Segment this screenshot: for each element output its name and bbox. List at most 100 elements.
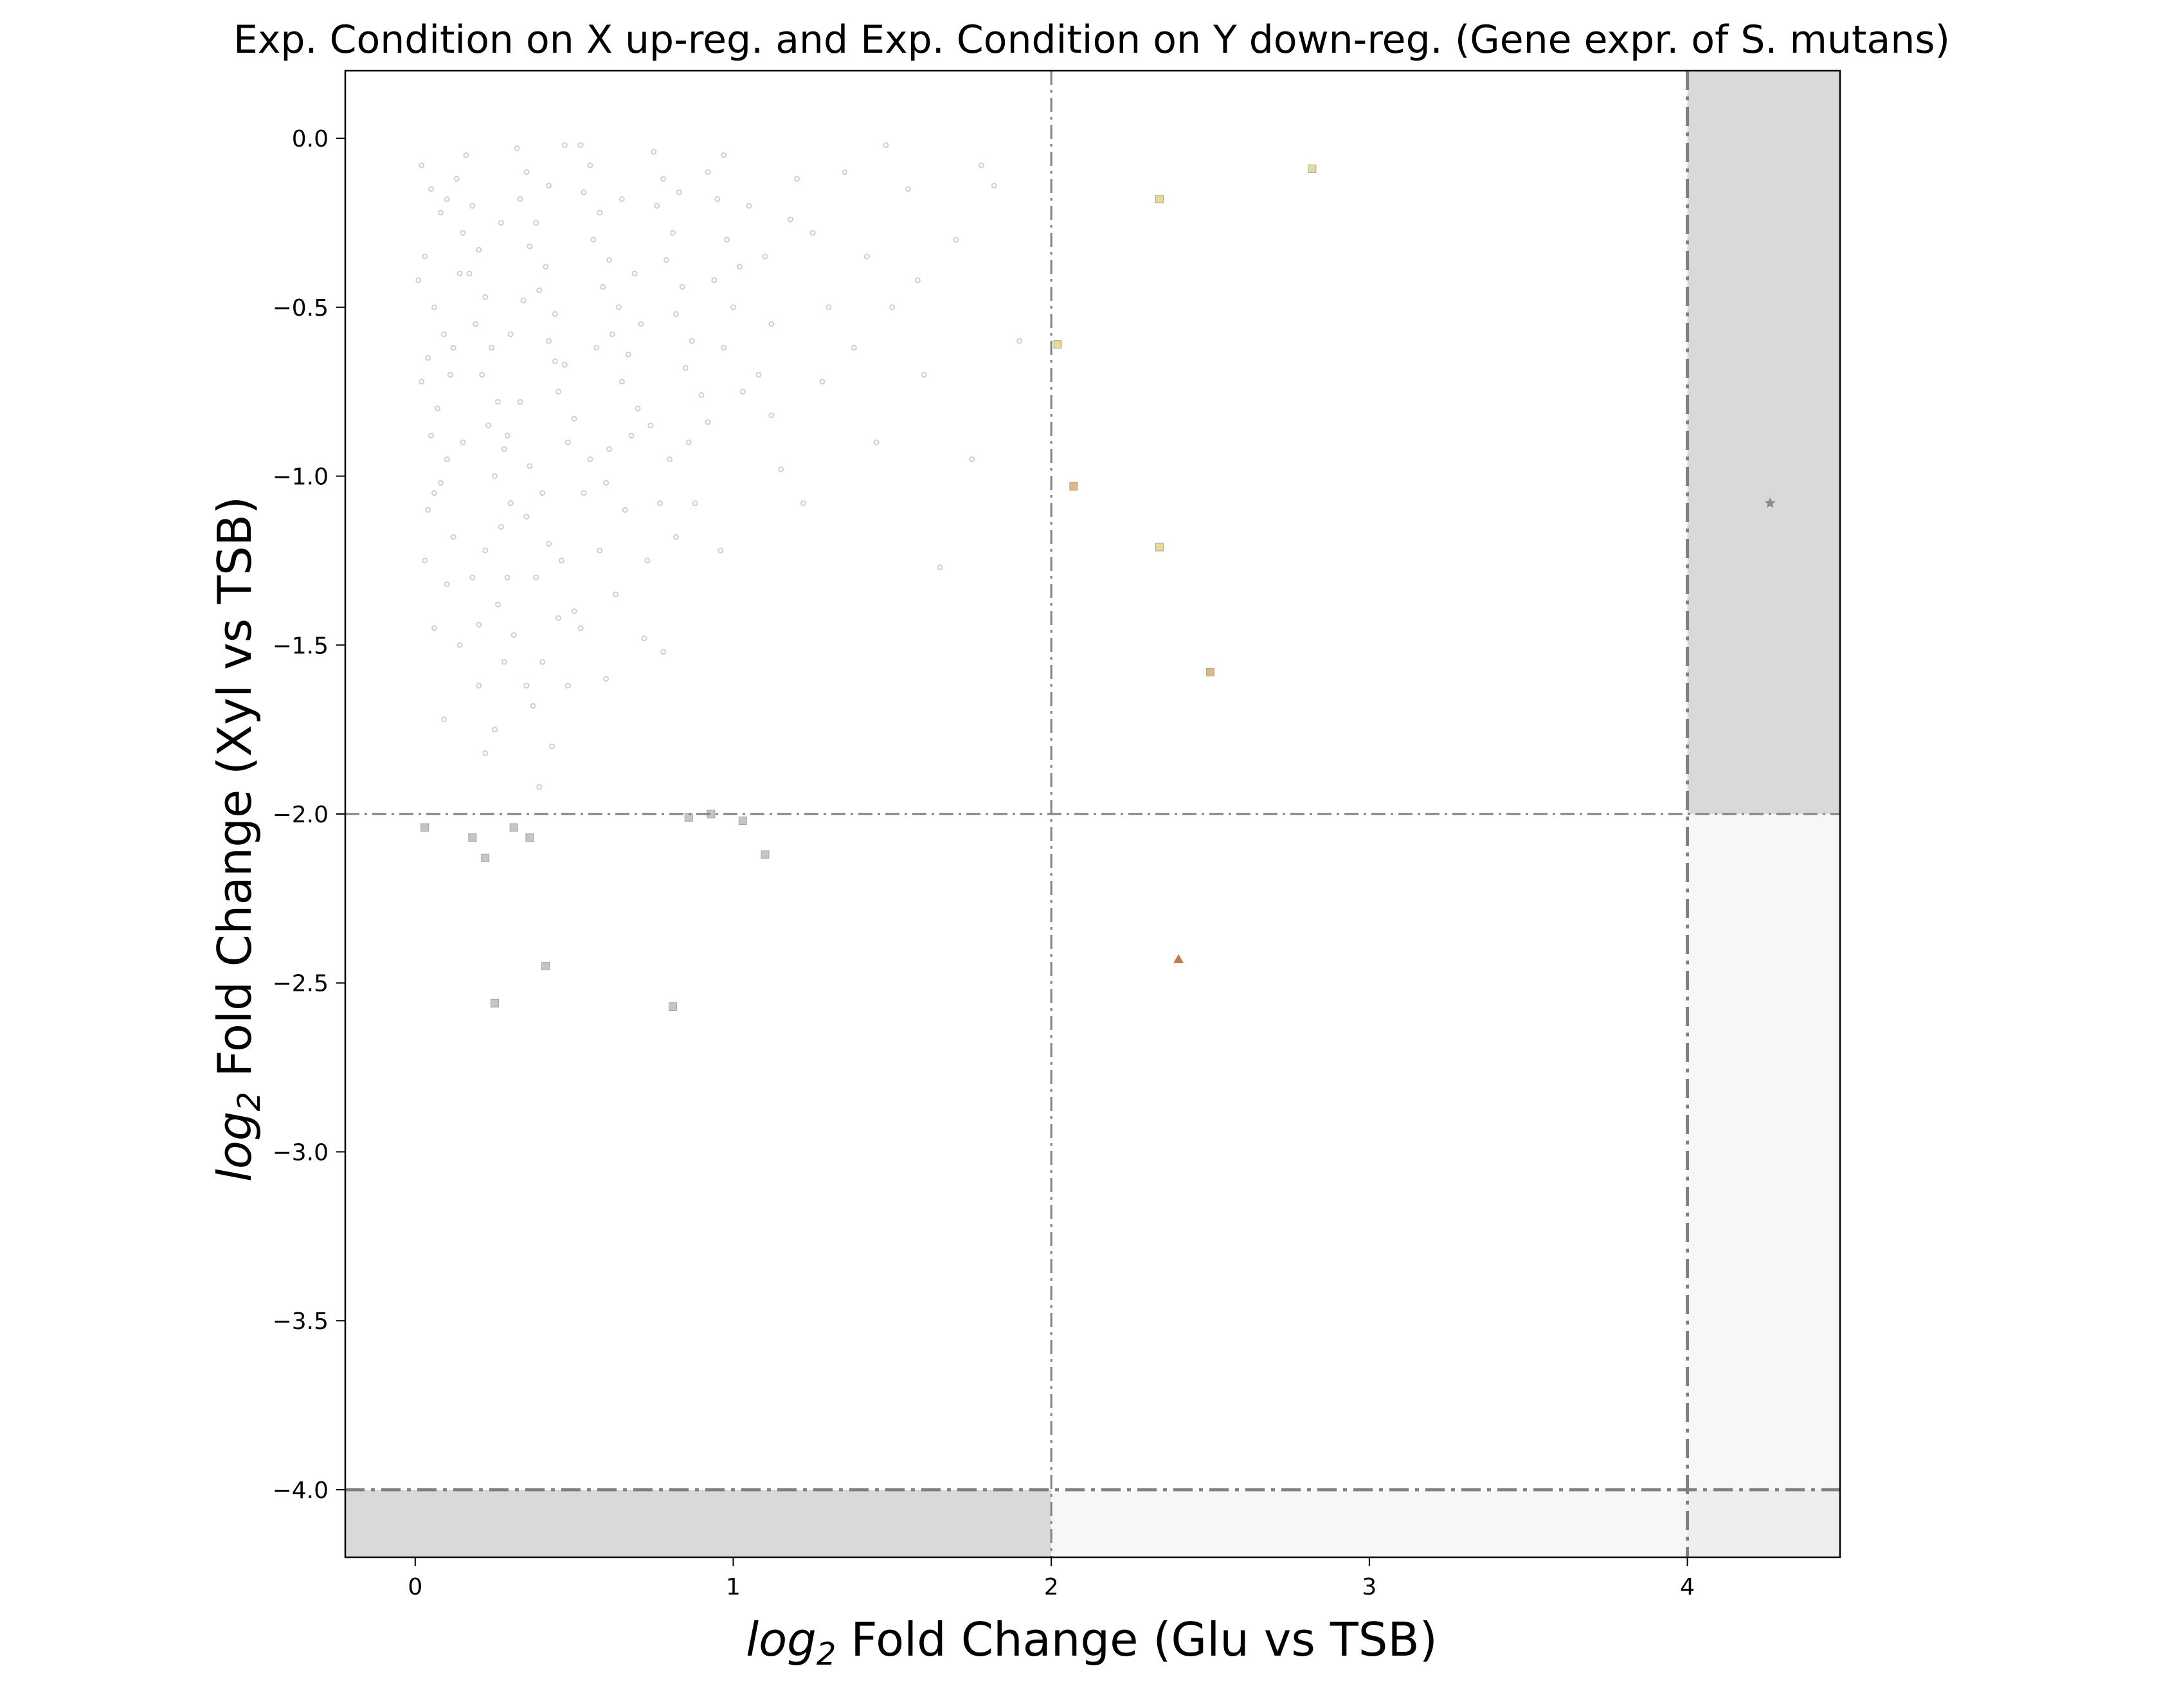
data-point-0-45 [523, 169, 530, 176]
data-point-0-69 [587, 162, 593, 168]
data-point-0-31 [485, 422, 492, 429]
data-point-0-15 [422, 557, 428, 564]
data-point-0-11 [444, 456, 450, 462]
data-point-2-3 [1155, 543, 1164, 552]
data-point-0-83 [622, 507, 628, 513]
data-point-0-73 [606, 257, 613, 263]
y-tick-label-0: 0.0 [292, 126, 329, 152]
data-point-0-109 [717, 547, 724, 554]
data-point-0-115 [793, 176, 800, 182]
data-point-0-68 [577, 142, 584, 149]
data-point-0-30 [494, 399, 501, 405]
data-point-0-161 [552, 358, 558, 365]
data-point-0-19 [440, 716, 447, 723]
data-point-0-38 [494, 601, 501, 608]
y-tick-label-5: −2.5 [273, 971, 329, 997]
y-tick-label-2: −1.0 [273, 464, 329, 491]
data-point-0-159 [447, 372, 453, 378]
data-point-0-74 [600, 284, 606, 290]
data-point-0-33 [492, 473, 498, 480]
data-point-0-167 [768, 412, 775, 419]
data-point-0-52 [546, 338, 552, 344]
data-point-0-166 [721, 152, 727, 158]
data-point-0-123 [889, 304, 896, 311]
data-point-0-169 [914, 277, 921, 284]
x-tick-label-3: 3 [1362, 1574, 1376, 1600]
data-point-0-143 [571, 608, 577, 615]
x-axis-label: log2 Fold Change (Glu vs TSB) [746, 1613, 1438, 1672]
data-point-0-59 [523, 514, 530, 520]
data-point-0-13 [425, 507, 431, 513]
data-point-0-111 [762, 253, 768, 260]
data-point-0-29 [479, 372, 485, 378]
data-point-0-124 [905, 186, 912, 192]
data-point-0-128 [969, 456, 975, 462]
data-point-0-152 [456, 270, 463, 276]
data-point-0-160 [520, 297, 527, 303]
data-point-0-57 [527, 463, 533, 469]
data-point-0-125 [921, 372, 927, 378]
data-point-0-137 [577, 625, 584, 631]
data-point-0-56 [564, 439, 571, 446]
data-point-0-61 [533, 574, 539, 581]
data-point-0-49 [543, 264, 549, 270]
y-axis-label-sub: 2 [231, 1092, 267, 1112]
y-tick-label-8: −4.0 [273, 1478, 329, 1504]
data-point-0-28 [489, 345, 495, 351]
data-point-0-71 [597, 210, 603, 216]
data-point-0-66 [549, 743, 555, 750]
y-axis-label-text: Fold Change (Xyl vs TSB) [208, 496, 262, 1092]
shaded-region-0 [1687, 71, 1840, 814]
data-point-0-88 [660, 176, 667, 182]
y-axis-label: log2 Fold Change (Xyl vs TSB) [208, 496, 267, 1182]
data-point-0-93 [672, 311, 679, 317]
data-point-0-12 [437, 480, 444, 486]
data-point-0-112 [755, 372, 762, 378]
threshold-lines [345, 71, 1840, 1557]
data-point-0-82 [603, 480, 609, 486]
x-axis-label-log: log [746, 1613, 817, 1667]
data-point-0-163 [581, 490, 587, 496]
data-point-0-131 [450, 345, 456, 351]
data-point-0-148 [736, 264, 743, 270]
data-point-0-17 [431, 625, 438, 631]
x-tick-label-2: 2 [1044, 1574, 1059, 1600]
data-point-0-16 [444, 581, 450, 588]
data-point-0-53 [561, 361, 568, 368]
data-point-0-129 [991, 183, 997, 189]
data-point-0-65 [530, 703, 536, 709]
data-point-0-105 [711, 277, 717, 284]
data-point-0-54 [555, 388, 561, 395]
x-tick-label-0: 0 [408, 1574, 422, 1600]
data-point-0-50 [536, 287, 543, 294]
x-axis-label-text: Fold Change (Glu vs TSB) [836, 1613, 1438, 1667]
data-point-0-165 [676, 189, 682, 195]
data-point-0-118 [800, 500, 806, 507]
data-point-0-4 [415, 277, 422, 284]
data-point-0-134 [507, 331, 514, 338]
data-point-0-121 [883, 142, 889, 149]
data-point-0-126 [937, 564, 943, 570]
data-point-0-145 [819, 378, 826, 384]
data-point-0-3 [422, 253, 428, 260]
y-axis-label-log: log [208, 1111, 262, 1182]
data-point-0-41 [476, 682, 482, 689]
axis-ticks: 0 1 2 3 4 0.0 −0.5 −1.0 −1.5 −2.0 −2.5 −3.0 −3.5 −4.0 [273, 126, 1695, 1600]
x-tick-label-1: 1 [726, 1574, 741, 1600]
data-point-0-103 [714, 196, 721, 203]
data-point-0-158 [431, 490, 438, 496]
shaded-regions [345, 71, 1840, 1557]
data-point-0-97 [647, 422, 654, 429]
data-point-0-55 [571, 415, 577, 422]
data-point-0-96 [698, 392, 705, 398]
data-point-0-87 [651, 149, 657, 155]
y-tick-label-1: −0.5 [273, 295, 329, 321]
data-point-0-77 [625, 351, 631, 357]
data-point-0-162 [504, 432, 510, 439]
data-point-0-130 [1016, 338, 1023, 344]
data-point-0-1 [428, 186, 435, 192]
data-point-0-138 [593, 345, 600, 351]
data-point-0-58 [539, 490, 546, 496]
shaded-region-4 [1051, 1489, 1688, 1557]
